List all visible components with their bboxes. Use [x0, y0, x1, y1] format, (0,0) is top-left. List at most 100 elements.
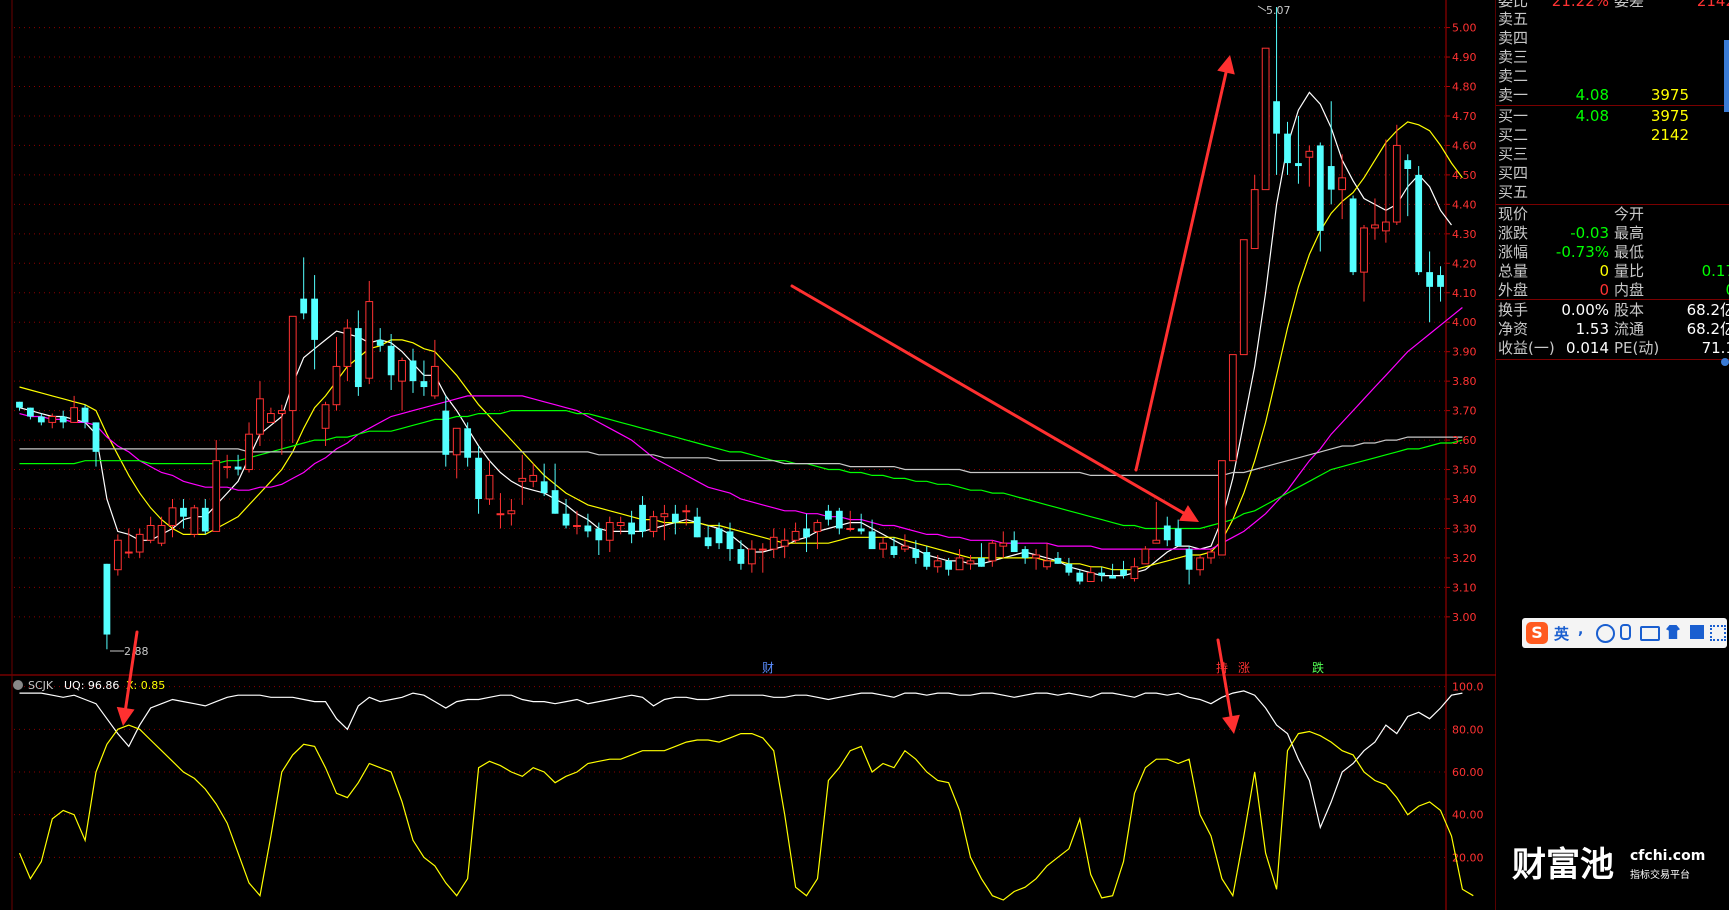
candle-body-down	[835, 510, 843, 529]
candle	[912, 540, 920, 564]
ime-language-toggle[interactable]: 英	[1554, 625, 1570, 643]
candle-body-down	[726, 531, 734, 550]
candle-body-up	[256, 398, 264, 435]
stat-row-3: 涨幅 -0.73% 最低	[1496, 243, 1729, 262]
candle	[1065, 557, 1073, 576]
candle-body-down	[1010, 540, 1018, 553]
candle	[879, 537, 887, 558]
price-tick-label: 4.40	[1452, 198, 1477, 211]
candle	[124, 528, 133, 558]
stat-row-4: 总量 0 量比 0.17	[1496, 262, 1729, 281]
indicator-lines	[18, 690, 1474, 901]
scroll-handle[interactable]	[1721, 358, 1729, 366]
candle-body-down	[409, 360, 417, 382]
candle	[81, 404, 89, 429]
candle-body-down	[715, 528, 723, 544]
candle-body-up	[1360, 227, 1368, 273]
candle-body-down	[628, 522, 636, 535]
candle-body-up	[212, 460, 221, 532]
stat-row-4-value2: 0.17	[1701, 262, 1729, 280]
price-tick-label: 5.00	[1452, 22, 1477, 35]
candle-body-down	[1109, 575, 1116, 579]
candle-body-down	[1098, 572, 1106, 576]
candle	[59, 410, 67, 429]
toolbox-icon[interactable]	[1690, 625, 1704, 639]
candle	[1152, 501, 1161, 544]
fund-row-1-label: 换手	[1498, 301, 1529, 319]
candle	[1141, 546, 1150, 565]
candle-body-up	[430, 365, 439, 397]
price-tick-label: 3.40	[1452, 493, 1477, 506]
price-tick-label: 4.20	[1452, 257, 1477, 270]
candle	[464, 422, 472, 467]
indicator-line-x	[18, 724, 1474, 901]
candle-body-up	[529, 474, 538, 482]
price-tick-label: 3.80	[1452, 375, 1477, 388]
candle	[616, 516, 625, 535]
candle	[277, 404, 286, 455]
indicator-line-uq	[19, 690, 1463, 830]
stat-row-2-value: -0.03	[1570, 224, 1609, 242]
quote-row-weibi: 委比 21.22% 委差 2142	[1498, 0, 1729, 10]
skin-icon[interactable]	[1666, 625, 1680, 639]
candle	[343, 319, 352, 382]
candle	[1163, 516, 1171, 547]
candle	[693, 507, 701, 538]
candle-body-up	[616, 522, 625, 527]
candle	[791, 522, 800, 544]
voice-icon[interactable]	[1620, 624, 1631, 640]
candle-body-up	[124, 551, 133, 554]
candle-body-down	[1404, 160, 1412, 169]
marker-die: 跌	[1312, 660, 1324, 675]
candle-body-up	[1250, 189, 1259, 250]
legend-toggle-icon[interactable]	[13, 680, 23, 690]
candle-body-up	[288, 315, 297, 412]
candle-body-down	[1415, 174, 1423, 273]
candle-body-up	[846, 527, 855, 530]
sogou-logo-icon[interactable]: S	[1526, 622, 1548, 644]
candle	[1086, 566, 1095, 582]
candle	[978, 543, 985, 567]
candle	[901, 534, 909, 553]
price-tick-label: 3.30	[1452, 522, 1477, 535]
panel-scrollbar[interactable]	[1724, 40, 1729, 112]
candle	[1196, 554, 1204, 576]
stat-row-3-label: 涨幅	[1498, 243, 1529, 261]
candle-body-up	[791, 530, 800, 541]
candle	[628, 510, 636, 544]
price-tick-label: 4.70	[1452, 110, 1477, 123]
grid-menu-icon[interactable]	[1710, 625, 1726, 641]
candle-body-down	[27, 407, 34, 417]
candle	[1415, 166, 1423, 276]
candle-body-up	[1152, 539, 1161, 544]
candle	[1284, 121, 1291, 175]
candle-body-up	[747, 548, 756, 565]
keyboard-icon[interactable]	[1640, 626, 1660, 641]
fund-row-2-value2: 68.2亿	[1686, 320, 1729, 338]
candle	[890, 537, 898, 558]
candle-body-up	[146, 525, 155, 541]
ask-volume: 3975	[1650, 86, 1689, 104]
emoji-icon[interactable]	[1596, 624, 1615, 643]
punctuation-icon[interactable]: ,	[1578, 622, 1584, 638]
moving-average-line-4	[19, 410, 1463, 530]
candle	[999, 531, 1008, 558]
candle	[1404, 154, 1412, 217]
candle	[824, 504, 832, 526]
stat-row-1: 现价 今开	[1496, 205, 1729, 224]
candle-body-up	[649, 516, 658, 532]
candle	[605, 516, 614, 553]
stat-row-2-label2: 最高	[1614, 224, 1645, 242]
candle-body-up	[1130, 566, 1139, 580]
candle	[923, 546, 931, 570]
candlestick-series	[16, 6, 1444, 650]
candle-body-up	[485, 474, 494, 500]
candle	[16, 401, 23, 411]
candle-body-up	[1371, 224, 1379, 229]
divider	[1496, 359, 1729, 360]
candle	[1327, 101, 1335, 205]
ime-toolbar[interactable]: S 英 ,	[1522, 618, 1727, 648]
candle-body-up	[398, 360, 406, 382]
bid-volume: 3975	[1650, 107, 1689, 125]
candle-body-up	[1305, 150, 1314, 158]
